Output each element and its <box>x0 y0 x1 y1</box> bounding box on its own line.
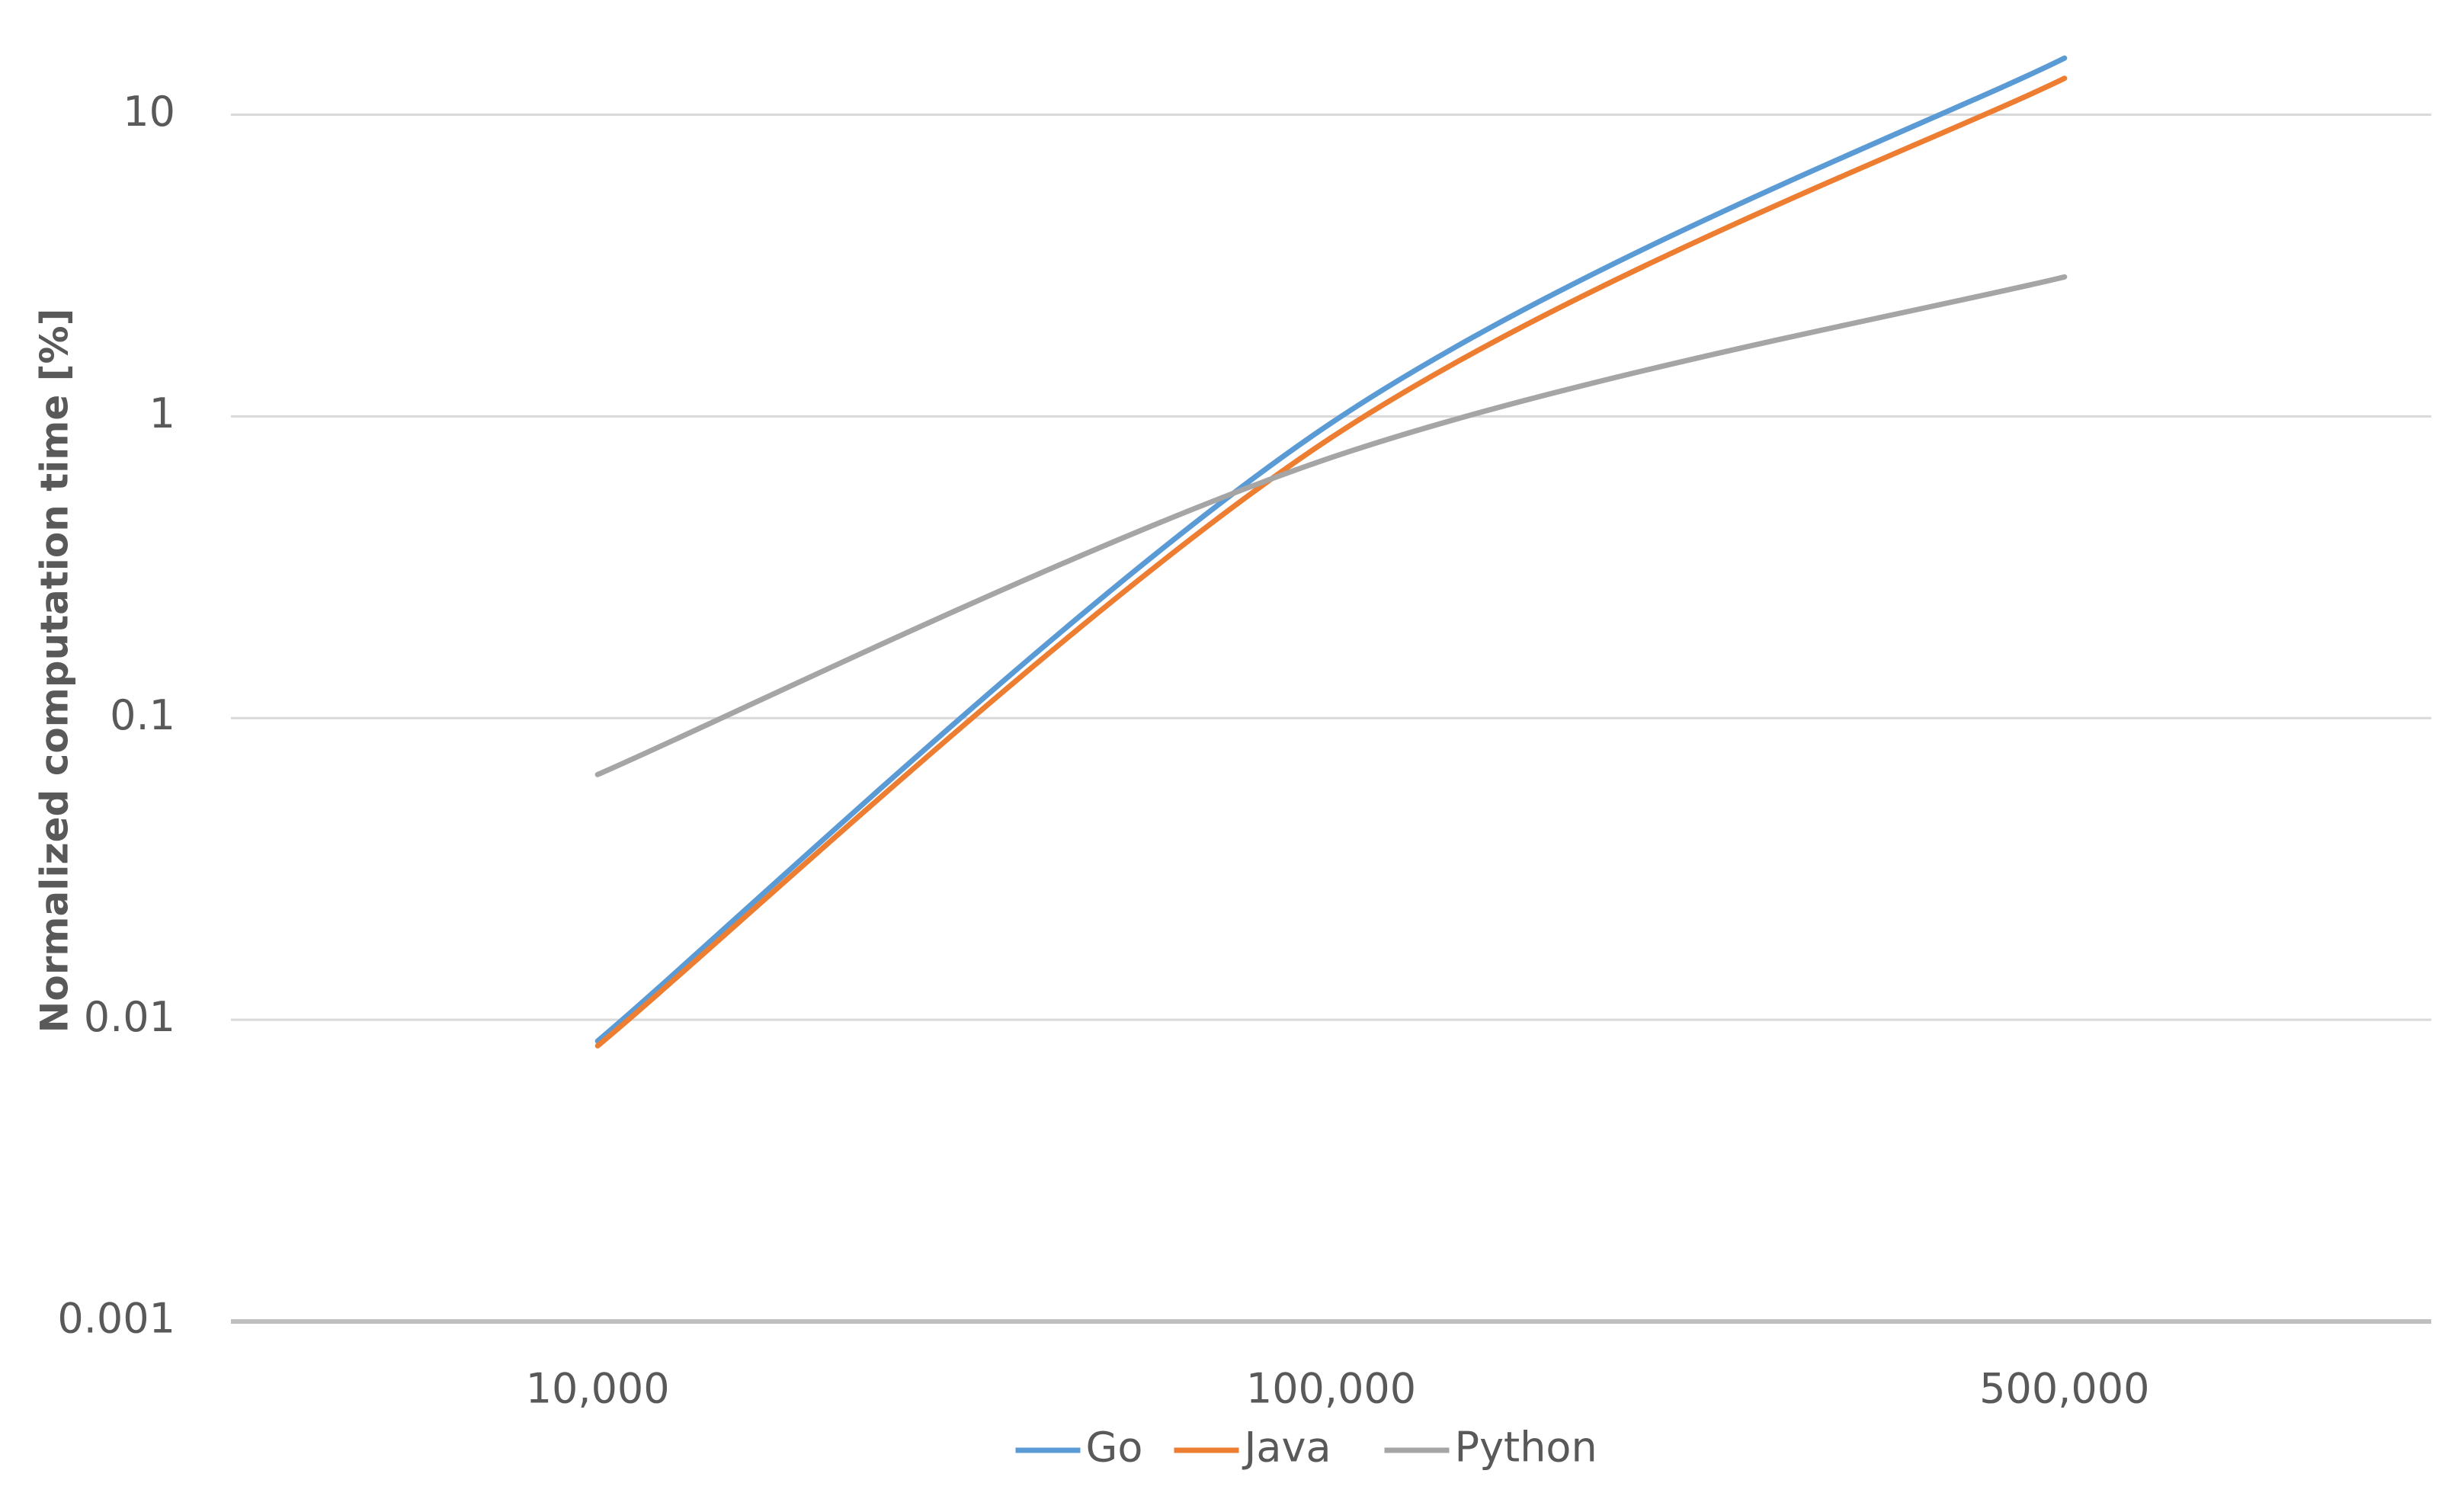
y-tick-label: 1 <box>149 389 175 437</box>
y-tick-label: 0.01 <box>84 993 175 1041</box>
x-tick-label: 500,000 <box>1979 1365 2149 1413</box>
series-line <box>594 55 2068 1044</box>
series-line <box>594 75 2068 1049</box>
y-tick-label: 0.001 <box>57 1295 175 1343</box>
legend-label: Java <box>1242 1424 1331 1472</box>
series-line <box>594 274 2068 777</box>
y-axis-title: Normalized computation time [%] <box>33 309 77 1033</box>
y-tick-label: 10 <box>123 88 175 136</box>
legend-label: Go <box>1086 1424 1143 1472</box>
y-tick-label: 0.1 <box>110 691 175 739</box>
legend-label: Python <box>1455 1424 1597 1472</box>
x-tick-label: 100,000 <box>1246 1365 1416 1413</box>
x-tick-label: 10,000 <box>526 1365 670 1413</box>
